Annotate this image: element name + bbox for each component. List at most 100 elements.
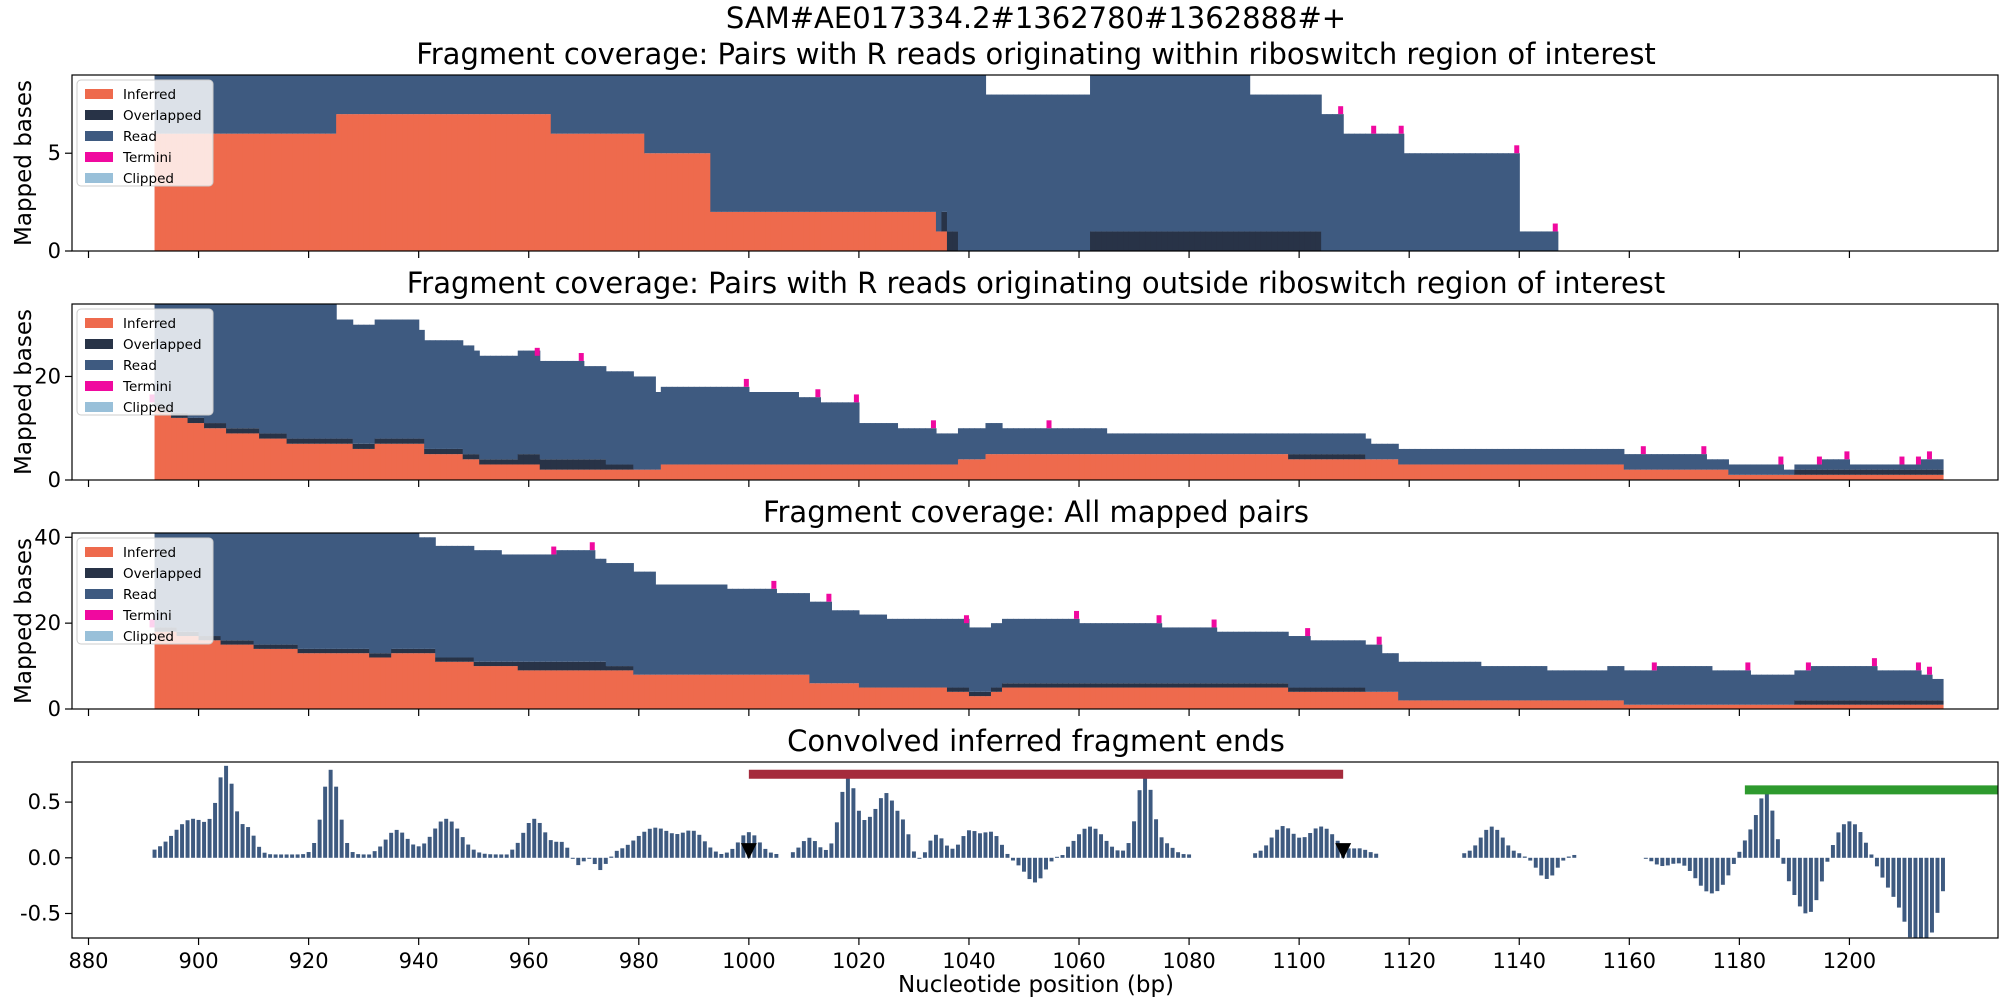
overlapped-bar	[1332, 454, 1339, 460]
read-bar	[1469, 661, 1476, 701]
read-bar	[743, 386, 750, 465]
inferred-bar	[842, 211, 849, 251]
inferred-bar	[968, 696, 976, 709]
overlapped-bar	[259, 644, 266, 649]
inferred-bar	[919, 464, 926, 480]
read-bar	[1172, 75, 1179, 232]
read-bar	[215, 75, 222, 134]
inferred-bar	[1706, 704, 1713, 709]
inferred-bar	[165, 133, 172, 251]
overlapped-bar	[231, 640, 238, 645]
read-bar	[693, 386, 700, 465]
read-bar	[1090, 428, 1097, 455]
inferred-bar	[468, 661, 475, 709]
read-bar	[1123, 433, 1130, 455]
inferred-bar	[611, 469, 618, 480]
convolved-bar	[1143, 774, 1148, 858]
overlapped-bar	[963, 687, 970, 692]
read-bar	[1766, 674, 1773, 705]
inferred-bar	[726, 674, 733, 709]
convolved-bar	[1517, 853, 1522, 858]
overlapped-bar	[193, 417, 200, 424]
convolved-bar	[1649, 857, 1654, 862]
read-bar	[303, 304, 310, 439]
inferred-bar	[1222, 454, 1229, 480]
read-bar	[1134, 433, 1141, 455]
inferred-bar	[1095, 454, 1102, 480]
convolved-bar	[202, 821, 207, 858]
inferred-bar	[182, 636, 189, 709]
read-bar	[358, 324, 365, 444]
inferred-bar	[1293, 459, 1300, 480]
legend-label-overlapped: Overlapped	[123, 566, 202, 582]
inferred-bar	[671, 674, 678, 709]
read-bar	[1139, 433, 1146, 455]
read-bar	[1722, 459, 1729, 470]
convolved-bar	[1066, 846, 1070, 858]
overlapped-bar	[484, 459, 491, 465]
inferred-bar	[699, 153, 706, 251]
read-bar	[1541, 666, 1548, 701]
inferred-bar	[1519, 700, 1526, 709]
convolved-bar	[669, 833, 674, 858]
overlapped-bar	[308, 438, 315, 444]
inferred-bar	[1101, 687, 1108, 709]
read-bar	[589, 550, 596, 662]
inferred-bar	[605, 133, 612, 251]
inferred-bar	[677, 464, 684, 480]
inferred-bar	[1046, 687, 1053, 709]
read-bar	[1563, 670, 1570, 701]
inferred-bar	[776, 211, 783, 251]
inferred-bar	[765, 674, 772, 709]
convolved-bar	[1555, 857, 1560, 868]
read-bar	[1057, 618, 1064, 684]
inferred-bar	[380, 114, 387, 251]
read-bar	[297, 304, 304, 439]
read-bar	[1634, 670, 1641, 705]
read-bar	[1376, 443, 1383, 460]
overlapped-bar	[1898, 469, 1906, 475]
read-bar	[693, 75, 700, 154]
inferred-bar	[660, 464, 667, 480]
convolved-bar	[895, 810, 900, 858]
read-bar	[1442, 153, 1449, 251]
inferred-bar	[770, 674, 777, 709]
inferred-bar	[1794, 704, 1801, 709]
overlapped-bar	[418, 438, 425, 444]
read-bar	[1084, 94, 1091, 251]
termini-mark	[1156, 615, 1162, 624]
convolved-bar	[812, 841, 817, 858]
inferred-bar	[407, 443, 414, 480]
inferred-bar	[1810, 474, 1818, 480]
read-bar	[220, 75, 227, 134]
convolved-bar	[730, 848, 735, 858]
read-bar	[1519, 231, 1526, 251]
inferred-bar	[1744, 474, 1751, 480]
read-bar	[677, 386, 684, 465]
overlapped-bar	[1106, 683, 1113, 688]
x-tick-label: 1120	[1382, 949, 1435, 973]
read-bar	[1827, 666, 1834, 701]
read-bar	[429, 75, 436, 115]
overlapped-bar	[1843, 469, 1851, 475]
read-bar	[1255, 94, 1262, 232]
position-marker	[1335, 843, 1352, 860]
convolved-bar	[1704, 857, 1709, 892]
inferred-bar	[193, 423, 200, 480]
y-tick-label: 0.5	[28, 790, 61, 814]
read-bar	[248, 75, 255, 134]
read-bar	[501, 75, 508, 115]
read-bar	[1816, 666, 1823, 701]
inferred-bar	[831, 464, 838, 480]
read-bar	[1623, 454, 1630, 470]
overlapped-bar	[1321, 687, 1328, 692]
overlapped-bar	[1876, 700, 1884, 705]
overlapped-bar	[1150, 231, 1157, 251]
overlapped-bar	[209, 423, 216, 429]
overlapped-bar	[974, 691, 981, 697]
inferred-bar	[996, 691, 1003, 709]
read-bar	[765, 75, 772, 212]
inferred-bar	[1656, 704, 1663, 709]
inferred-bar	[429, 114, 436, 251]
inferred-bar	[1739, 704, 1746, 709]
